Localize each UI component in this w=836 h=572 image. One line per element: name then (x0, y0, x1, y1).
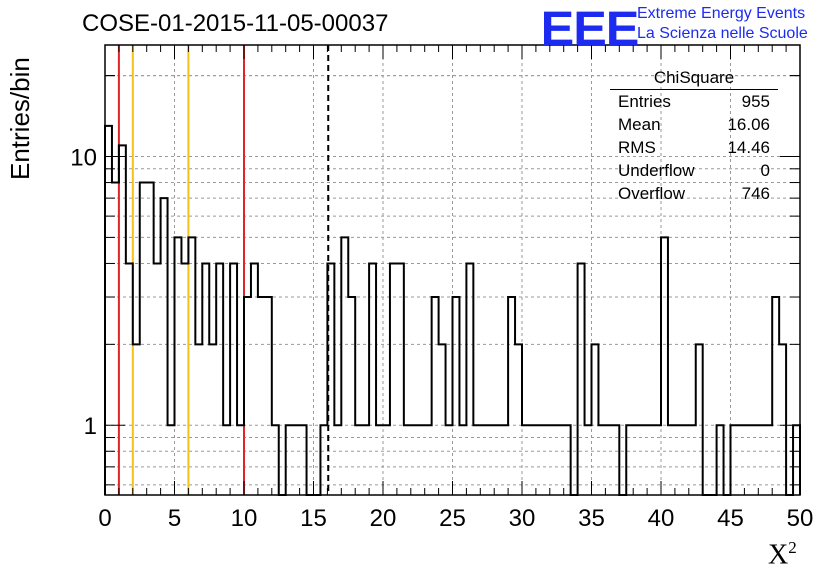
stats-value: 0 (760, 161, 770, 180)
stats-label: Entries (618, 92, 671, 111)
histogram-outline (104, 124, 801, 496)
stats-value: 746 (741, 184, 770, 203)
stats-box: ChiSquare Entries 955 Mean 16.06 RMS 14.46 … (610, 68, 778, 207)
x-tick-label: 50 (787, 505, 814, 532)
stats-label: Overflow (618, 184, 686, 203)
chart-title: COSE-01-2015-11-05-00037 (82, 10, 389, 37)
stats-row-overflow: Overflow 746 (610, 184, 778, 207)
x-tick-label: 40 (648, 505, 675, 532)
stats-row-entries: Entries 955 (610, 92, 778, 115)
eee-logo: EEE (540, 3, 640, 56)
x-tick-label: 15 (300, 505, 327, 532)
stats-value: 14.46 (727, 138, 770, 157)
y-axis-label: Entries/bin (5, 57, 35, 180)
logo-line-1: Extreme Energy Events (637, 5, 806, 22)
x-tick-label: 25 (439, 505, 466, 532)
x-tick-label: 5 (168, 505, 181, 532)
stats-label: Underflow (618, 161, 695, 180)
x-axis-label-sup: 2 (788, 538, 797, 557)
logo-line-2: La Scienza nelle Scuole (637, 25, 808, 42)
x-tick-label: 30 (509, 505, 536, 532)
stats-row-rms: RMS 14.46 (610, 138, 778, 161)
logo-caption: Extreme Energy Events La Scienza nelle S… (637, 4, 808, 44)
stats-label: Mean (618, 115, 661, 134)
stats-value: 16.06 (727, 115, 770, 134)
x-axis-label: X2 (768, 538, 797, 571)
x-tick-label: 10 (231, 505, 258, 532)
y-tick-label: 1 (84, 413, 97, 440)
x-tick-label: 0 (98, 505, 111, 532)
stats-row-mean: Mean 16.06 (610, 115, 778, 138)
x-tick-label: 20 (370, 505, 397, 532)
x-tick-label: 35 (578, 505, 605, 532)
stats-value: 955 (741, 92, 770, 111)
x-tick-label: 45 (717, 505, 744, 532)
stats-label: RMS (618, 138, 656, 157)
y-tick-label: 10 (70, 145, 97, 172)
x-axis-label-base: X (768, 539, 789, 571)
stats-row-underflow: Underflow 0 (610, 161, 778, 184)
stats-title: ChiSquare (610, 68, 778, 90)
